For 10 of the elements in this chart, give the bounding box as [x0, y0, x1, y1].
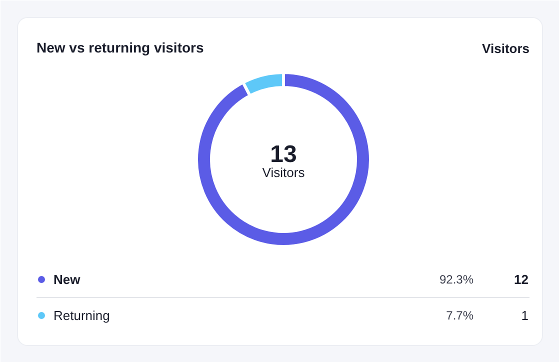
- text: 92.3%: [439, 272, 474, 286]
- text: Visitors: [262, 165, 306, 180]
- text: 7.7%: [446, 308, 474, 322]
- legend-label: Returning: [54, 308, 110, 323]
- legend-label: New: [54, 272, 82, 287]
- text: 13: [270, 141, 297, 168]
- chart-title: New vs returning visitors: [36, 40, 204, 56]
- data-label: 12: [514, 272, 529, 287]
- data-label: 1: [521, 308, 529, 323]
- chart-subtitle: Visitors: [482, 41, 530, 56]
